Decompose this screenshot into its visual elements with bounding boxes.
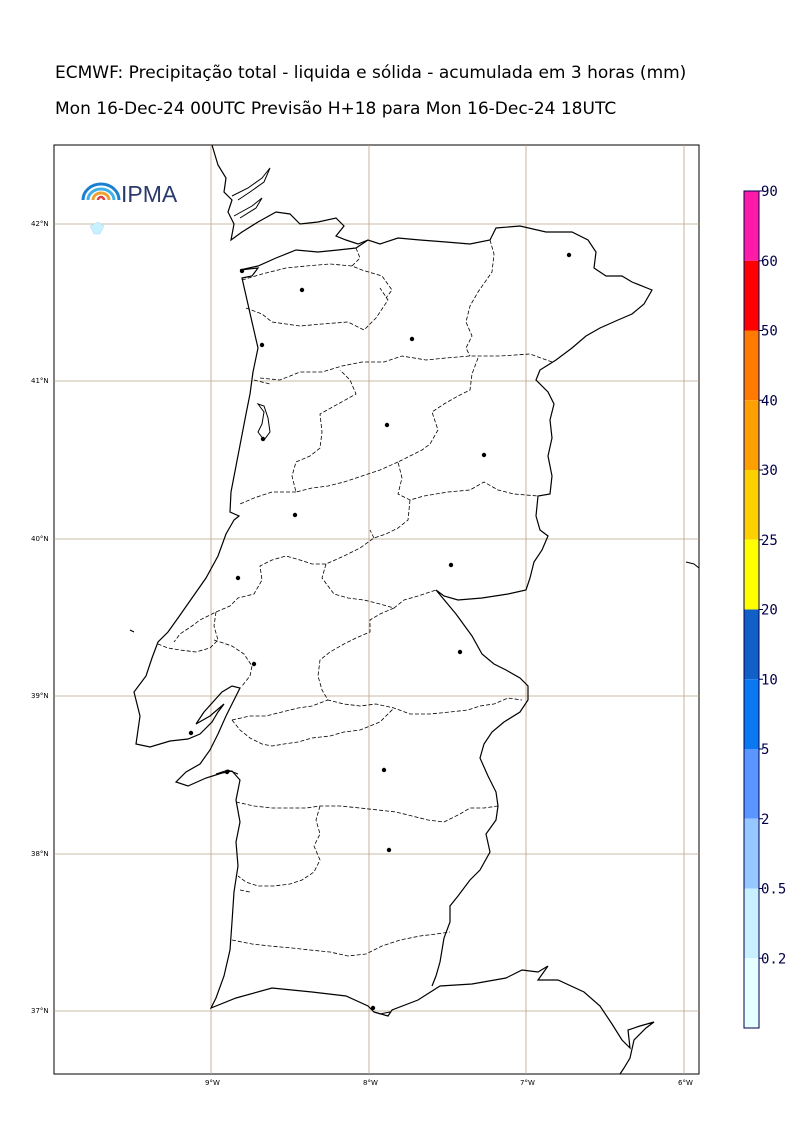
district-capitals — [188, 252, 572, 1011]
city-dot-santarem — [251, 661, 257, 667]
spain-border — [239, 225, 653, 987]
lat-label-37: 37°N — [31, 1007, 49, 1015]
map-title: ECMWF: Precipitação total - liquida e só… — [55, 63, 687, 83]
lat-label-42: 42°N — [31, 220, 49, 228]
city-dot-vila-real — [409, 336, 415, 342]
city-dot-portalegre — [457, 649, 463, 655]
colorbar-swatch — [744, 958, 759, 1028]
graticule — [54, 145, 699, 1074]
galicia-ria — [233, 197, 263, 219]
precipitation-colorbar: 90 60 50 40 30 25 20 10 5 2 0.5 0.2 — [743, 184, 786, 1029]
lon-label-8w: 8°W — [363, 1079, 378, 1087]
city-dot-aveiro — [260, 436, 266, 442]
city-dot-evora — [381, 767, 387, 773]
colorbar-label: 50 — [761, 324, 778, 340]
colorbar-label: 90 — [761, 184, 778, 200]
colorbar-swatch — [744, 679, 759, 749]
lat-label-41: 41°N — [31, 377, 49, 385]
city-dot-lisboa — [188, 730, 194, 736]
colorbar-label: 5 — [761, 742, 769, 758]
colorbar-label: 10 — [761, 672, 778, 688]
city-dot-viseu — [384, 422, 390, 428]
colorbar-label: 20 — [761, 603, 778, 619]
city-dot-braganca — [566, 252, 572, 258]
spain-fragment — [685, 561, 700, 569]
city-dot-braga — [299, 287, 305, 293]
colorbar-swatch — [744, 539, 759, 610]
colorbar-swatch — [744, 260, 759, 331]
city-dot-beja — [386, 847, 392, 853]
colorbar-label: 60 — [761, 254, 778, 270]
city-dot-faro — [370, 1005, 376, 1011]
ria-formosa — [373, 1011, 391, 1015]
district-boundaries — [157, 239, 553, 957]
city-dot-viana — [239, 268, 245, 274]
ipma-logo: IPMA — [81, 181, 178, 207]
lon-label-6w: 6°W — [678, 1079, 693, 1087]
city-dot-castelo-branco — [448, 562, 454, 568]
precipitation-patch — [89, 221, 105, 235]
colorbar-swatch — [744, 888, 759, 959]
spain-coastline — [211, 144, 369, 245]
portugal-coastline — [133, 267, 655, 1075]
galicia-ria — [231, 167, 271, 201]
colorbar-label: 0.2 — [761, 951, 786, 967]
colorbar-swatch — [744, 818, 759, 889]
city-dot-leiria — [235, 575, 241, 581]
berlengas-island — [129, 629, 135, 633]
city-dot-setubal — [224, 769, 230, 775]
map-subtitle: Mon 16-Dec-24 00UTC Previsão H+18 para M… — [55, 99, 617, 119]
city-dot-coimbra — [292, 512, 298, 518]
colorbar-swatch — [744, 330, 759, 401]
lon-label-7w: 7°W — [520, 1079, 535, 1087]
map-frame — [53, 144, 700, 1075]
colorbar-swatch — [744, 191, 759, 261]
lat-label-40: 40°N — [31, 535, 49, 543]
colorbar-swatch — [744, 400, 759, 470]
colorbar-label: 2 — [761, 812, 769, 828]
lat-label-38: 38°N — [31, 850, 49, 858]
colorbar-label: 30 — [761, 463, 778, 479]
city-dot-guarda — [481, 452, 487, 458]
lon-label-9w: 9°W — [205, 1079, 220, 1087]
colorbar-label: 25 — [761, 533, 778, 549]
sado-estuary — [215, 769, 239, 775]
colorbar-label: 0.5 — [761, 882, 786, 898]
colorbar-swatch — [744, 609, 759, 680]
colorbar-swatch — [744, 470, 759, 540]
lat-label-39: 39°N — [31, 692, 49, 700]
colorbar-swatch — [744, 749, 759, 819]
ipma-logo-text: IPMA — [121, 181, 178, 207]
city-dot-porto — [259, 342, 265, 348]
colorbar-label: 40 — [761, 393, 778, 409]
